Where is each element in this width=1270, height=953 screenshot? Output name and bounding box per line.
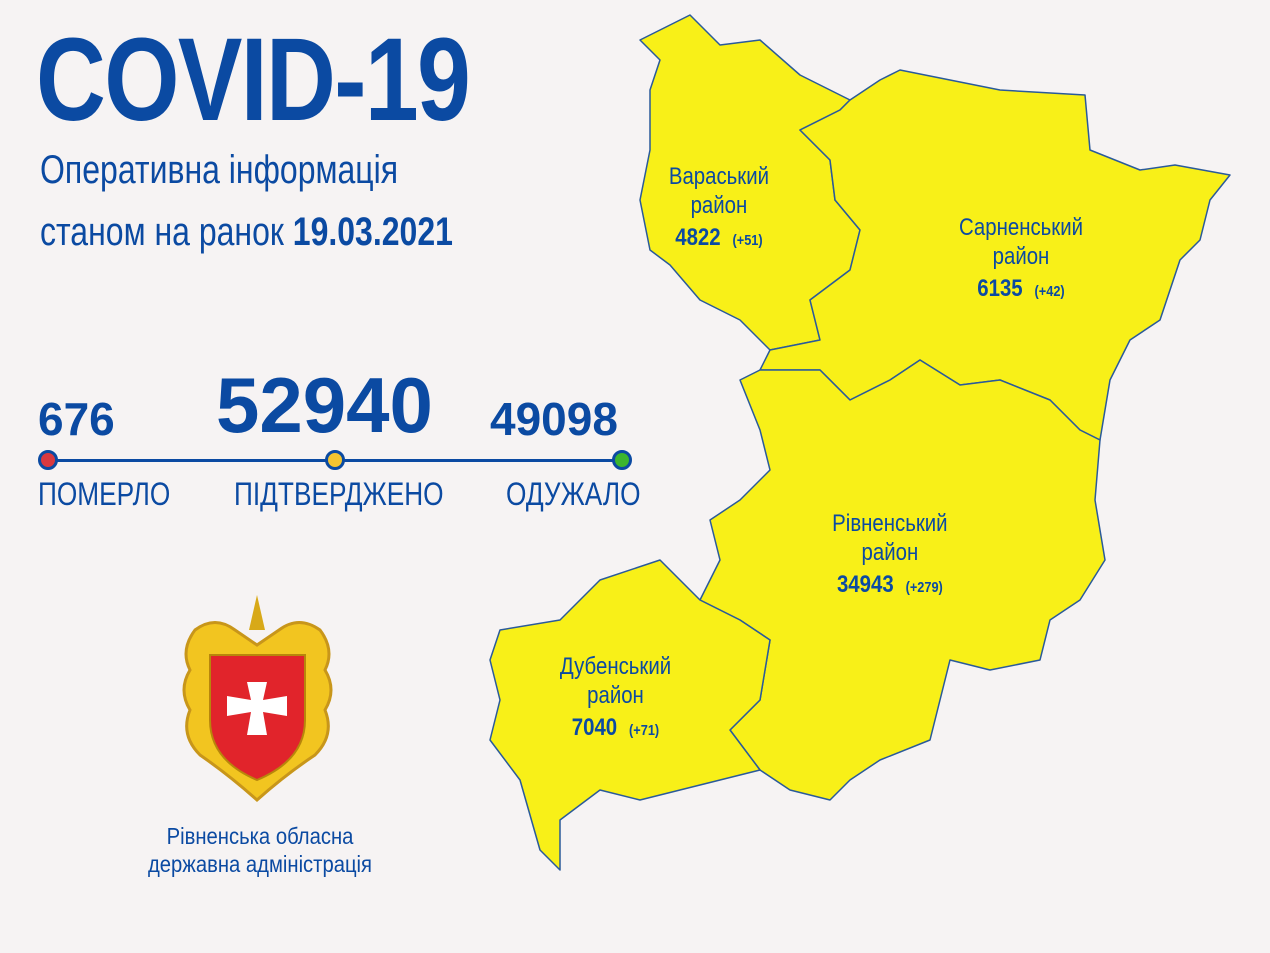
org-line-1: Рівненська обласна — [166, 823, 354, 849]
district-name: Рівненський — [832, 510, 948, 537]
org-line-2: державна адміністрація — [147, 851, 373, 877]
confirmed-count: 52940 — [216, 361, 433, 449]
district-total: 34943 — [836, 571, 894, 598]
organization-name: Рівненська обласна державна адміністраці… — [137, 822, 383, 878]
district-dubenskyi[interactable] — [489, 559, 771, 871]
district-type: район — [861, 539, 919, 566]
district-label-dubenskyi: Дубенський район 7040 (+71) — [560, 652, 671, 745]
subtitle: Оперативна інформація — [40, 148, 399, 192]
recovered-count: 49098 — [490, 393, 618, 445]
confirmed-dot — [325, 450, 345, 470]
district-label-sarnenskyi: Сарненський район 6135 (+42) — [959, 213, 1083, 306]
report-date: 19.03.2021 — [292, 210, 453, 254]
died-dot — [38, 450, 58, 470]
district-delta: (+71) — [629, 722, 660, 739]
page-title: COVID-19 — [36, 14, 471, 146]
recovered-label: ОДУЖАЛО — [506, 476, 641, 512]
district-type: район — [690, 192, 748, 219]
district-name: Дубенський — [559, 653, 672, 680]
subtitle-date-line: станом на ранок 19.03.2021 — [40, 210, 453, 255]
district-label-rivnenskyi: Рівненський район 34943 (+279) — [832, 509, 947, 602]
district-type: район — [992, 243, 1050, 270]
date-prefix: станом на ранок — [40, 210, 284, 254]
district-type: район — [587, 682, 644, 709]
district-rivnenskyi[interactable] — [699, 359, 1106, 801]
district-delta: (+279) — [905, 579, 943, 596]
district-name: Сарненський — [958, 214, 1084, 241]
district-label-varaskyi: Вараський район 4822 (+51) — [669, 162, 769, 255]
died-label: ПОМЕРЛО — [38, 476, 171, 512]
district-total: 4822 — [675, 224, 721, 251]
district-name: Вараський — [668, 163, 770, 190]
died-count: 676 — [38, 393, 115, 445]
district-delta: (+42) — [1034, 283, 1065, 300]
confirmed-label: ПІДТВЕРДЖЕНО — [234, 476, 444, 512]
recovered-dot — [612, 450, 632, 470]
district-delta: (+51) — [732, 232, 763, 249]
district-total: 6135 — [977, 275, 1023, 302]
coat-of-arms-icon — [182, 595, 333, 803]
district-total: 7040 — [571, 714, 618, 741]
